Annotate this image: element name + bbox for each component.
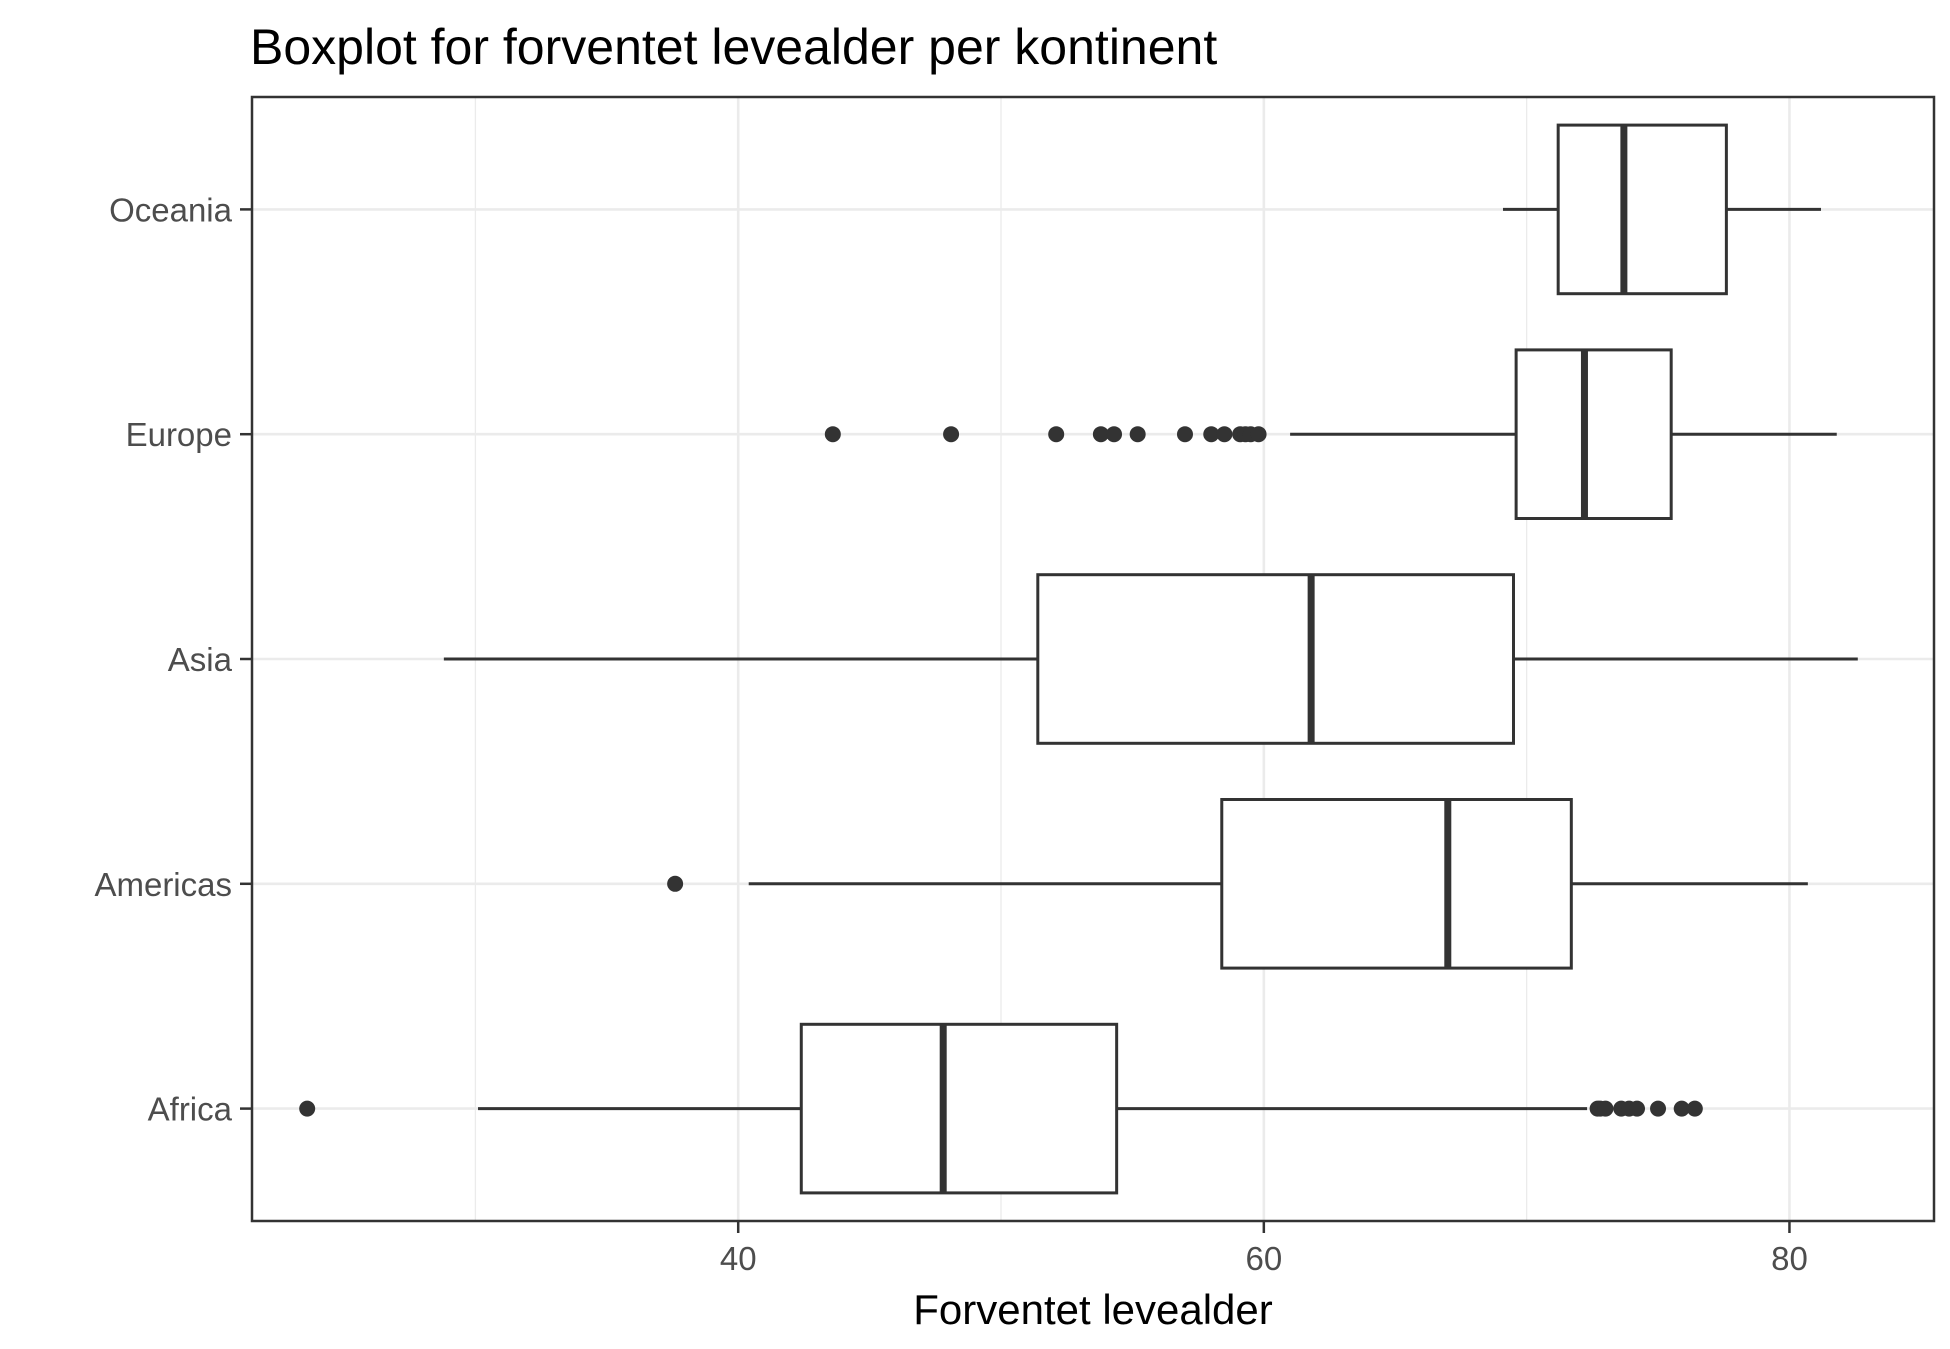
outlier-point (1203, 426, 1220, 443)
box-europe (824, 348, 1837, 520)
x-tick-label: 60 (1245, 1240, 1282, 1277)
chart-title: Boxplot for forventet levealder per kont… (250, 19, 1217, 75)
outlier-point (1106, 426, 1123, 443)
box-africa (299, 1022, 1703, 1195)
iqr-box (799, 1022, 1119, 1195)
box-oceania (1502, 123, 1821, 296)
iqr-box (1556, 123, 1728, 296)
x-axis-label: Forventet levealder (913, 1286, 1273, 1333)
y-tick-label: Americas (94, 866, 232, 903)
outlier-point (1048, 426, 1065, 443)
y-tick-label: Oceania (109, 191, 233, 228)
box-americas (667, 798, 1808, 970)
outlier-point (1650, 1100, 1667, 1117)
y-tick-label: Europe (126, 416, 232, 453)
outlier-point (667, 875, 684, 892)
outlier-point (1673, 1100, 1690, 1117)
outlier-point (1216, 426, 1233, 443)
outlier-point (824, 426, 841, 443)
y-tick-label: Asia (168, 641, 233, 678)
box-asia (443, 573, 1858, 745)
outlier-point (1176, 426, 1193, 443)
iqr-box (1514, 348, 1673, 520)
box-layer (299, 123, 1858, 1195)
iqr-box (1036, 573, 1515, 745)
outlier-point (943, 426, 960, 443)
outlier-point (299, 1100, 316, 1117)
outlier-point (1597, 1100, 1614, 1117)
outlier-point (1629, 1100, 1646, 1117)
x-tick-label: 40 (720, 1240, 757, 1277)
outlier-point (1686, 1100, 1703, 1117)
x-tick-label: 80 (1771, 1240, 1808, 1277)
y-tick-label: Africa (148, 1091, 233, 1128)
axis-layer: 40 60 80 Africa Americas Asia Europe Oceania (94, 191, 1807, 1277)
outlier-point (1250, 426, 1267, 443)
iqr-box (1220, 798, 1573, 970)
outlier-point (1129, 426, 1146, 443)
outlier-point (1092, 426, 1109, 443)
